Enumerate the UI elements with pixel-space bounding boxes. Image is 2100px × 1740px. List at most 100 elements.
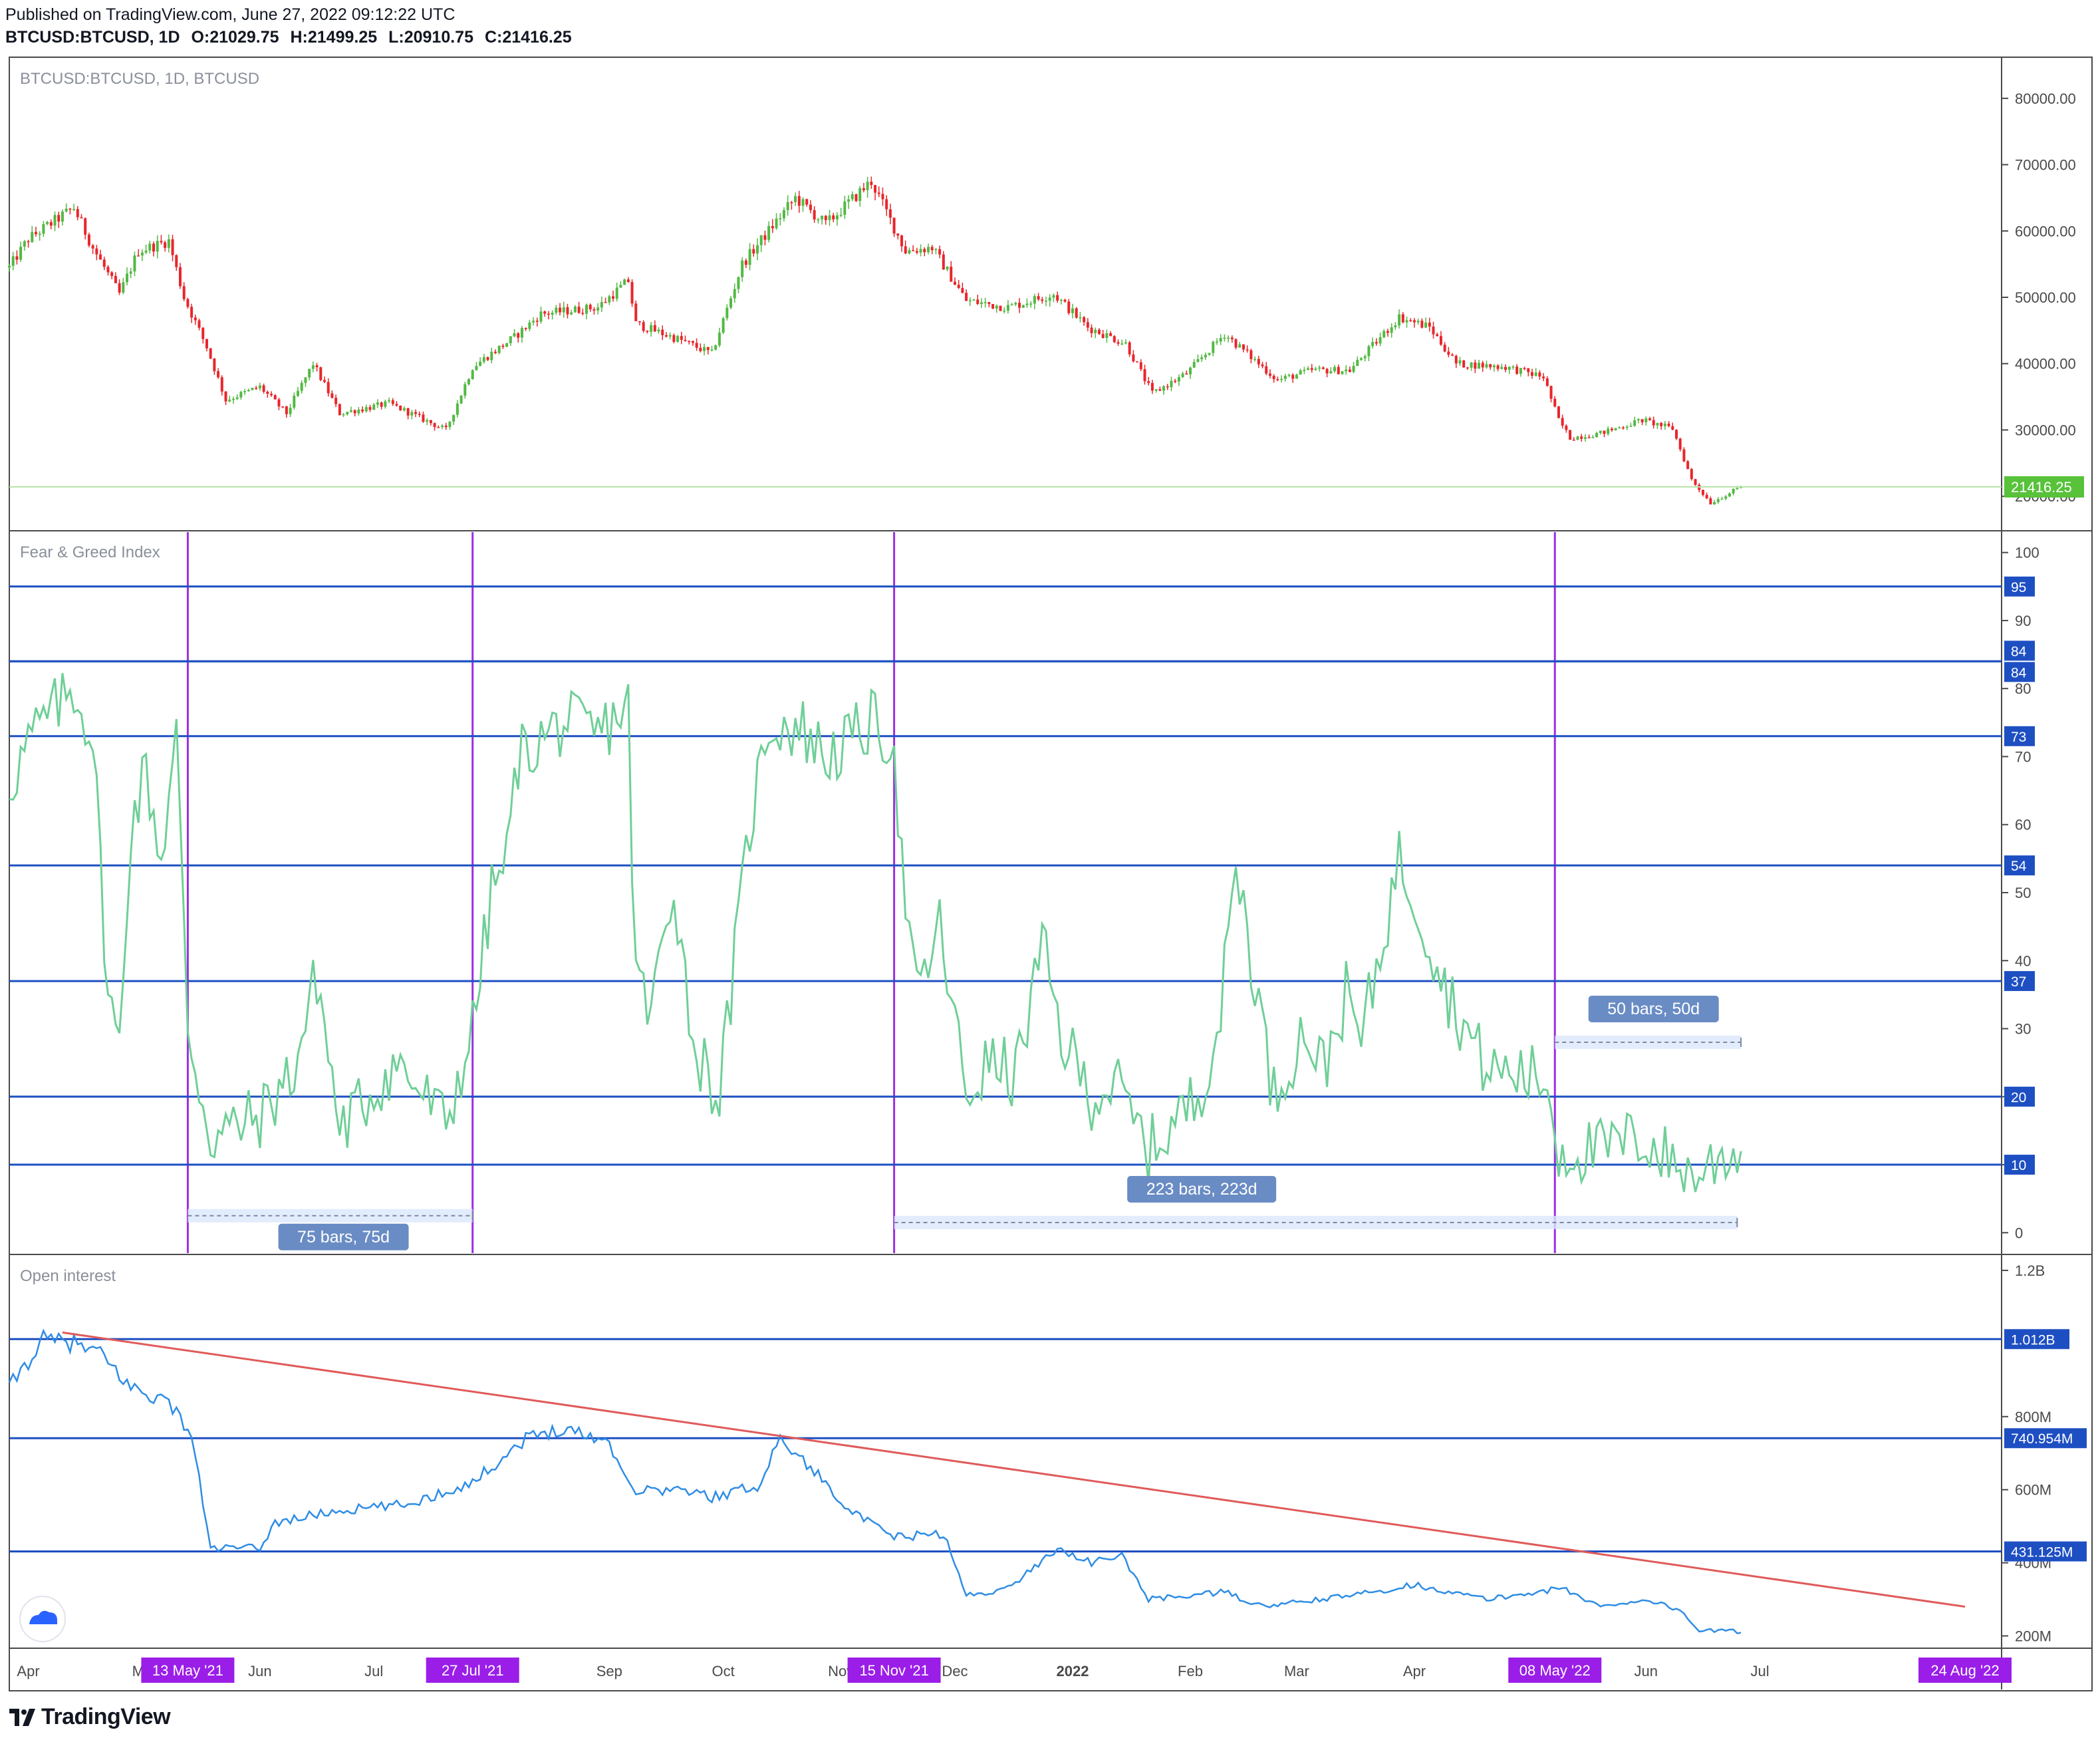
candle-body bbox=[626, 279, 630, 282]
candle-body bbox=[1534, 372, 1537, 376]
candle-body bbox=[1283, 376, 1287, 379]
x-tick-label: Jul bbox=[364, 1663, 383, 1679]
candle-body bbox=[980, 302, 983, 305]
candle-body bbox=[1572, 440, 1575, 441]
candle-body bbox=[1021, 305, 1025, 308]
candle-body bbox=[1587, 437, 1591, 438]
candle-body bbox=[1515, 366, 1519, 374]
candle-body bbox=[987, 302, 991, 305]
candle-body bbox=[1018, 303, 1021, 308]
candle-body bbox=[171, 239, 174, 255]
candle-body bbox=[1530, 372, 1533, 376]
low-value: 20910.75 bbox=[404, 28, 473, 47]
y-tick-label: 0 bbox=[2015, 1225, 2023, 1241]
candle-body bbox=[1674, 430, 1678, 439]
trend-line bbox=[62, 1331, 1966, 1608]
candle-body bbox=[273, 395, 277, 400]
y-tick-label: 70000.00 bbox=[2015, 157, 2076, 174]
candle-body bbox=[99, 254, 102, 260]
candle-body bbox=[866, 182, 869, 190]
y-tick-label: 1.2B bbox=[2015, 1262, 2045, 1279]
candle-body bbox=[821, 216, 824, 219]
candle-body bbox=[137, 255, 140, 257]
candle-body bbox=[1580, 436, 1583, 439]
candle-body bbox=[1485, 364, 1488, 368]
candle-body bbox=[1003, 311, 1006, 312]
candle-body bbox=[1170, 380, 1173, 388]
candle-body bbox=[1166, 386, 1169, 388]
candle-body bbox=[418, 414, 421, 415]
level-badge-label: 431.125M bbox=[2011, 1545, 2073, 1560]
candle-body bbox=[201, 327, 205, 339]
candle-body bbox=[224, 391, 227, 402]
candle-body bbox=[1276, 379, 1279, 380]
close-value: 21416.25 bbox=[502, 28, 572, 47]
candle-body bbox=[1208, 353, 1211, 355]
candle-body bbox=[930, 247, 934, 251]
x-tick-label: 2022 bbox=[1057, 1663, 1089, 1679]
candle-body bbox=[881, 194, 884, 200]
level-badge bbox=[2004, 970, 2035, 991]
candle-body bbox=[433, 423, 436, 427]
level-badge-label: 84 bbox=[2011, 644, 2027, 659]
candle-body bbox=[664, 335, 668, 337]
tradingview-brand[interactable]: TradingView bbox=[9, 1704, 171, 1730]
candle-body bbox=[471, 370, 474, 380]
candle-body bbox=[42, 223, 45, 234]
candle-body bbox=[1504, 366, 1508, 370]
measure-badge-label: 75 bars, 75d bbox=[297, 1228, 390, 1246]
candle-body bbox=[915, 251, 918, 253]
candle-body bbox=[1595, 432, 1599, 438]
candle-body bbox=[688, 341, 691, 343]
candle-body bbox=[1257, 359, 1260, 364]
candle-body bbox=[1390, 327, 1393, 333]
candle-body bbox=[11, 256, 15, 266]
candle-body bbox=[235, 397, 239, 399]
candle-body bbox=[1500, 366, 1504, 369]
date-badge-label: 08 May '22 bbox=[1519, 1662, 1591, 1679]
candle-body bbox=[759, 235, 763, 245]
candle-body bbox=[1333, 366, 1337, 372]
candle-body bbox=[247, 390, 250, 392]
candle-body bbox=[1059, 299, 1063, 301]
candle-body bbox=[1006, 305, 1009, 311]
candle-body bbox=[577, 307, 581, 313]
candle-body bbox=[1150, 382, 1154, 391]
candle-body bbox=[1196, 359, 1200, 362]
candle-body bbox=[520, 328, 523, 338]
candle-body bbox=[1124, 342, 1127, 344]
candle-body bbox=[752, 249, 755, 254]
candle-body bbox=[1200, 357, 1204, 359]
candle-body bbox=[714, 345, 718, 350]
candle-body bbox=[68, 208, 72, 210]
candle-body bbox=[53, 215, 57, 226]
candle-body bbox=[197, 320, 201, 328]
candle-body bbox=[1618, 427, 1621, 429]
candle-body bbox=[1371, 342, 1375, 347]
candle-body bbox=[262, 385, 265, 392]
candle-body bbox=[1545, 378, 1549, 386]
candle-body bbox=[1272, 376, 1275, 380]
candle-body bbox=[1489, 364, 1492, 368]
level-badge bbox=[2004, 662, 2035, 682]
candle-body bbox=[1633, 420, 1637, 426]
candle-body bbox=[1219, 338, 1222, 342]
candle-body bbox=[1409, 320, 1412, 321]
candle-body bbox=[555, 307, 558, 313]
candle-body bbox=[642, 322, 645, 331]
candle-body bbox=[1439, 336, 1442, 345]
candle-body bbox=[1375, 342, 1378, 344]
candle-body bbox=[801, 199, 805, 206]
candle-body bbox=[1261, 364, 1264, 366]
candle-body bbox=[934, 249, 938, 251]
candle-body bbox=[1660, 422, 1663, 426]
candle-body bbox=[596, 307, 600, 311]
y-tick-label: 70 bbox=[2015, 748, 2031, 765]
candle-body bbox=[984, 302, 987, 303]
candle-body bbox=[646, 331, 649, 332]
candle-body bbox=[140, 252, 144, 256]
candle-body bbox=[794, 196, 797, 202]
candle-body bbox=[782, 210, 785, 219]
candle-body bbox=[1713, 502, 1716, 505]
